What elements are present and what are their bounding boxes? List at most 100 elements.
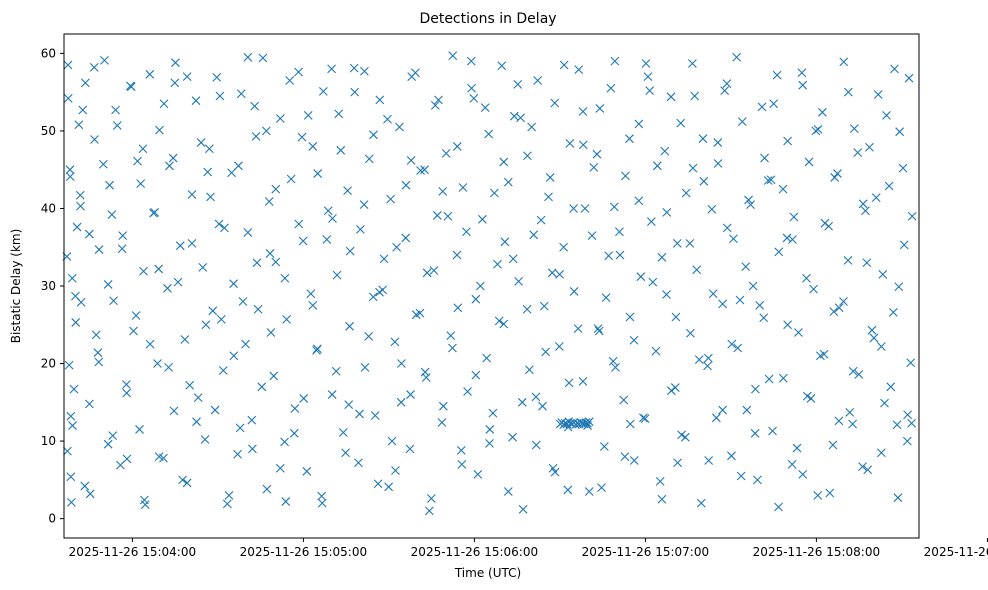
- x-tick-label: 2025-11-26 15:05:00: [240, 545, 367, 559]
- data-point: [685, 238, 695, 248]
- data-point: [341, 448, 350, 458]
- data-point: [471, 370, 481, 380]
- data-point: [456, 445, 466, 455]
- data-point: [224, 490, 234, 500]
- data-point: [707, 204, 717, 214]
- data-point: [760, 153, 769, 163]
- data-point: [236, 89, 246, 99]
- data-point: [729, 234, 738, 244]
- data-point: [473, 470, 483, 479]
- data-point: [269, 371, 279, 381]
- data-point: [289, 428, 299, 438]
- data-point: [660, 146, 670, 156]
- data-point: [686, 328, 695, 338]
- data-point: [154, 264, 164, 274]
- data-point: [220, 223, 229, 233]
- data-point: [164, 363, 173, 372]
- y-tick-label: 50: [41, 124, 56, 138]
- data-point: [94, 357, 104, 367]
- data-point: [379, 254, 389, 264]
- data-point: [452, 142, 462, 151]
- data-point: [135, 425, 144, 434]
- data-point: [593, 324, 603, 334]
- data-point: [732, 52, 741, 62]
- data-point: [243, 228, 253, 237]
- data-point: [359, 200, 369, 209]
- data-point: [907, 418, 916, 428]
- data-point: [646, 217, 656, 227]
- data-point: [286, 174, 296, 184]
- data-point: [565, 138, 575, 148]
- data-point: [452, 250, 462, 260]
- data-point: [541, 347, 551, 357]
- data-point: [736, 471, 746, 481]
- y-tick-label: 60: [41, 46, 56, 60]
- data-point: [906, 358, 916, 368]
- data-point: [175, 241, 185, 251]
- data-point: [737, 117, 747, 127]
- data-point: [833, 169, 842, 178]
- data-point: [308, 300, 318, 310]
- data-point: [820, 218, 830, 228]
- data-point: [849, 124, 859, 133]
- data-point: [360, 363, 370, 372]
- data-point: [206, 192, 215, 202]
- data-point: [133, 156, 142, 166]
- data-point: [139, 266, 148, 276]
- data-point: [397, 359, 406, 368]
- data-point: [817, 107, 827, 117]
- data-point: [350, 87, 360, 97]
- data-point: [66, 411, 76, 421]
- data-point: [609, 202, 619, 212]
- data-point: [858, 199, 868, 209]
- data-point: [531, 440, 541, 450]
- data-point: [892, 420, 902, 430]
- data-point: [129, 326, 138, 336]
- data-point: [187, 190, 197, 199]
- data-point: [109, 296, 118, 306]
- data-point: [858, 462, 867, 472]
- data-point: [508, 432, 517, 442]
- data-point: [533, 76, 543, 85]
- data-point: [251, 131, 261, 141]
- data-point: [201, 320, 211, 330]
- data-point: [168, 153, 178, 163]
- data-point: [694, 355, 704, 365]
- data-point: [356, 225, 365, 234]
- data-point: [569, 204, 578, 213]
- data-point: [789, 212, 799, 222]
- data-point: [769, 99, 779, 109]
- data-point: [517, 397, 527, 407]
- data-point: [797, 68, 807, 78]
- data-point: [294, 67, 303, 77]
- data-point: [368, 292, 378, 302]
- data-point: [742, 405, 752, 415]
- data-point: [555, 269, 565, 279]
- data-point: [544, 192, 553, 202]
- data-point: [411, 68, 420, 78]
- data-point: [214, 219, 224, 229]
- data-point: [569, 287, 579, 296]
- data-point: [698, 134, 708, 144]
- x-tick-label: 2025-11-26 15:07:00: [582, 545, 709, 559]
- data-point: [299, 394, 309, 403]
- data-point: [634, 196, 644, 206]
- data-point: [215, 91, 225, 101]
- data-point: [792, 443, 802, 453]
- data-point: [651, 346, 661, 356]
- data-point: [336, 145, 346, 155]
- data-point: [559, 60, 569, 70]
- data-point: [884, 181, 894, 191]
- data-point: [71, 318, 81, 327]
- data-point: [424, 506, 434, 516]
- data-point: [243, 52, 253, 62]
- data-point: [550, 467, 560, 477]
- data-point: [882, 111, 891, 120]
- data-point: [406, 390, 415, 399]
- data-point: [360, 66, 369, 76]
- data-point: [547, 268, 557, 278]
- data-point: [338, 428, 348, 437]
- data-point: [662, 290, 671, 299]
- data-point: [494, 316, 504, 326]
- data-point: [673, 458, 682, 468]
